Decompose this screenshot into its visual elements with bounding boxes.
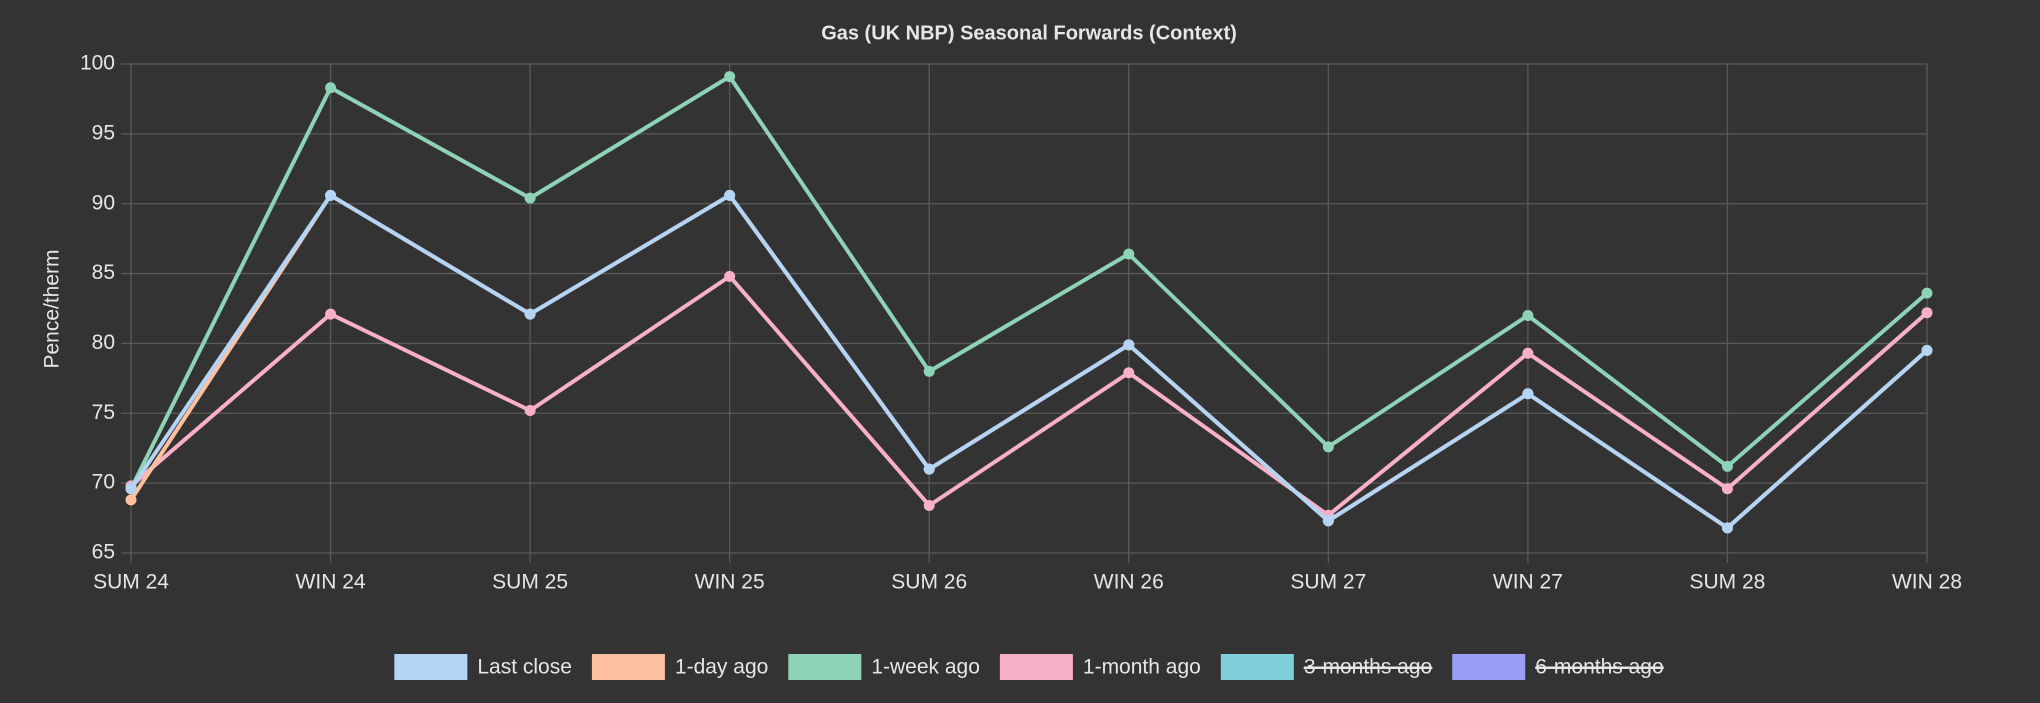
legend: Last close 1-day ago 1-week ago 1-month ago… — [394, 654, 1664, 680]
data-point — [325, 82, 337, 94]
data-point — [325, 189, 337, 201]
data-point — [524, 308, 536, 320]
data-point — [923, 499, 935, 511]
data-point — [1522, 388, 1534, 400]
y-tick-label: 80 — [92, 331, 115, 354]
x-tick-label: WIN 28 — [1892, 571, 1962, 594]
data-point — [1921, 344, 1933, 356]
data-point — [923, 463, 935, 475]
data-point — [325, 308, 337, 320]
legend-swatch — [591, 654, 665, 680]
x-tick-label: SUM 26 — [891, 571, 967, 594]
x-tick-label: SUM 24 — [93, 571, 169, 594]
x-tick-label: WIN 26 — [1094, 571, 1164, 594]
legend-label: 1-month ago — [1083, 656, 1201, 679]
legend-swatch — [788, 654, 862, 680]
x-tick-label: SUM 27 — [1290, 571, 1366, 594]
x-tick-label: WIN 24 — [296, 571, 366, 594]
y-tick-label: 100 — [80, 52, 115, 75]
x-tick-label: SUM 28 — [1690, 571, 1766, 594]
data-point — [1721, 522, 1733, 534]
data-point — [1123, 248, 1135, 260]
x-tick-label: SUM 25 — [492, 571, 568, 594]
legend-label: 1-day ago — [675, 656, 768, 679]
data-point — [1322, 515, 1334, 527]
data-point — [1921, 307, 1933, 319]
y-tick-label: 65 — [92, 541, 115, 564]
x-tick-label: WIN 25 — [695, 571, 765, 594]
series-line — [129, 274, 1929, 518]
y-tick-label: 85 — [92, 261, 115, 284]
data-point — [125, 483, 137, 495]
data-point — [1123, 367, 1135, 379]
legend-label: Last close — [477, 656, 572, 679]
y-tick-label: 90 — [92, 191, 115, 214]
chart-title: Gas (UK NBP) Seasonal Forwards (Context) — [821, 22, 1237, 44]
data-point — [1123, 339, 1135, 351]
y-axis-title: Pence/therm — [41, 249, 64, 368]
series-line — [129, 193, 1929, 530]
y-tick-label: 95 — [92, 121, 115, 144]
data-point — [1721, 460, 1733, 472]
data-point — [1322, 441, 1334, 453]
legend-label: 1-week ago — [871, 656, 980, 679]
data-point — [724, 270, 736, 282]
series-line — [129, 193, 1929, 530]
data-point — [1721, 483, 1733, 495]
y-tick-label: 75 — [92, 401, 115, 424]
legend-swatch — [1220, 654, 1294, 680]
data-point — [1921, 287, 1933, 299]
data-point — [125, 494, 137, 506]
data-point — [524, 404, 536, 416]
data-point — [1522, 347, 1534, 359]
legend-swatch — [1452, 654, 1526, 680]
x-tick-label: WIN 27 — [1493, 571, 1563, 594]
y-tick-label: 70 — [92, 471, 115, 494]
legend-swatch — [394, 654, 468, 680]
data-point — [724, 189, 736, 201]
data-point — [1522, 309, 1534, 321]
data-point — [724, 71, 736, 83]
data-point — [923, 365, 935, 377]
legend-swatch — [999, 654, 1073, 680]
data-point — [524, 192, 536, 204]
series-line — [129, 74, 1929, 490]
